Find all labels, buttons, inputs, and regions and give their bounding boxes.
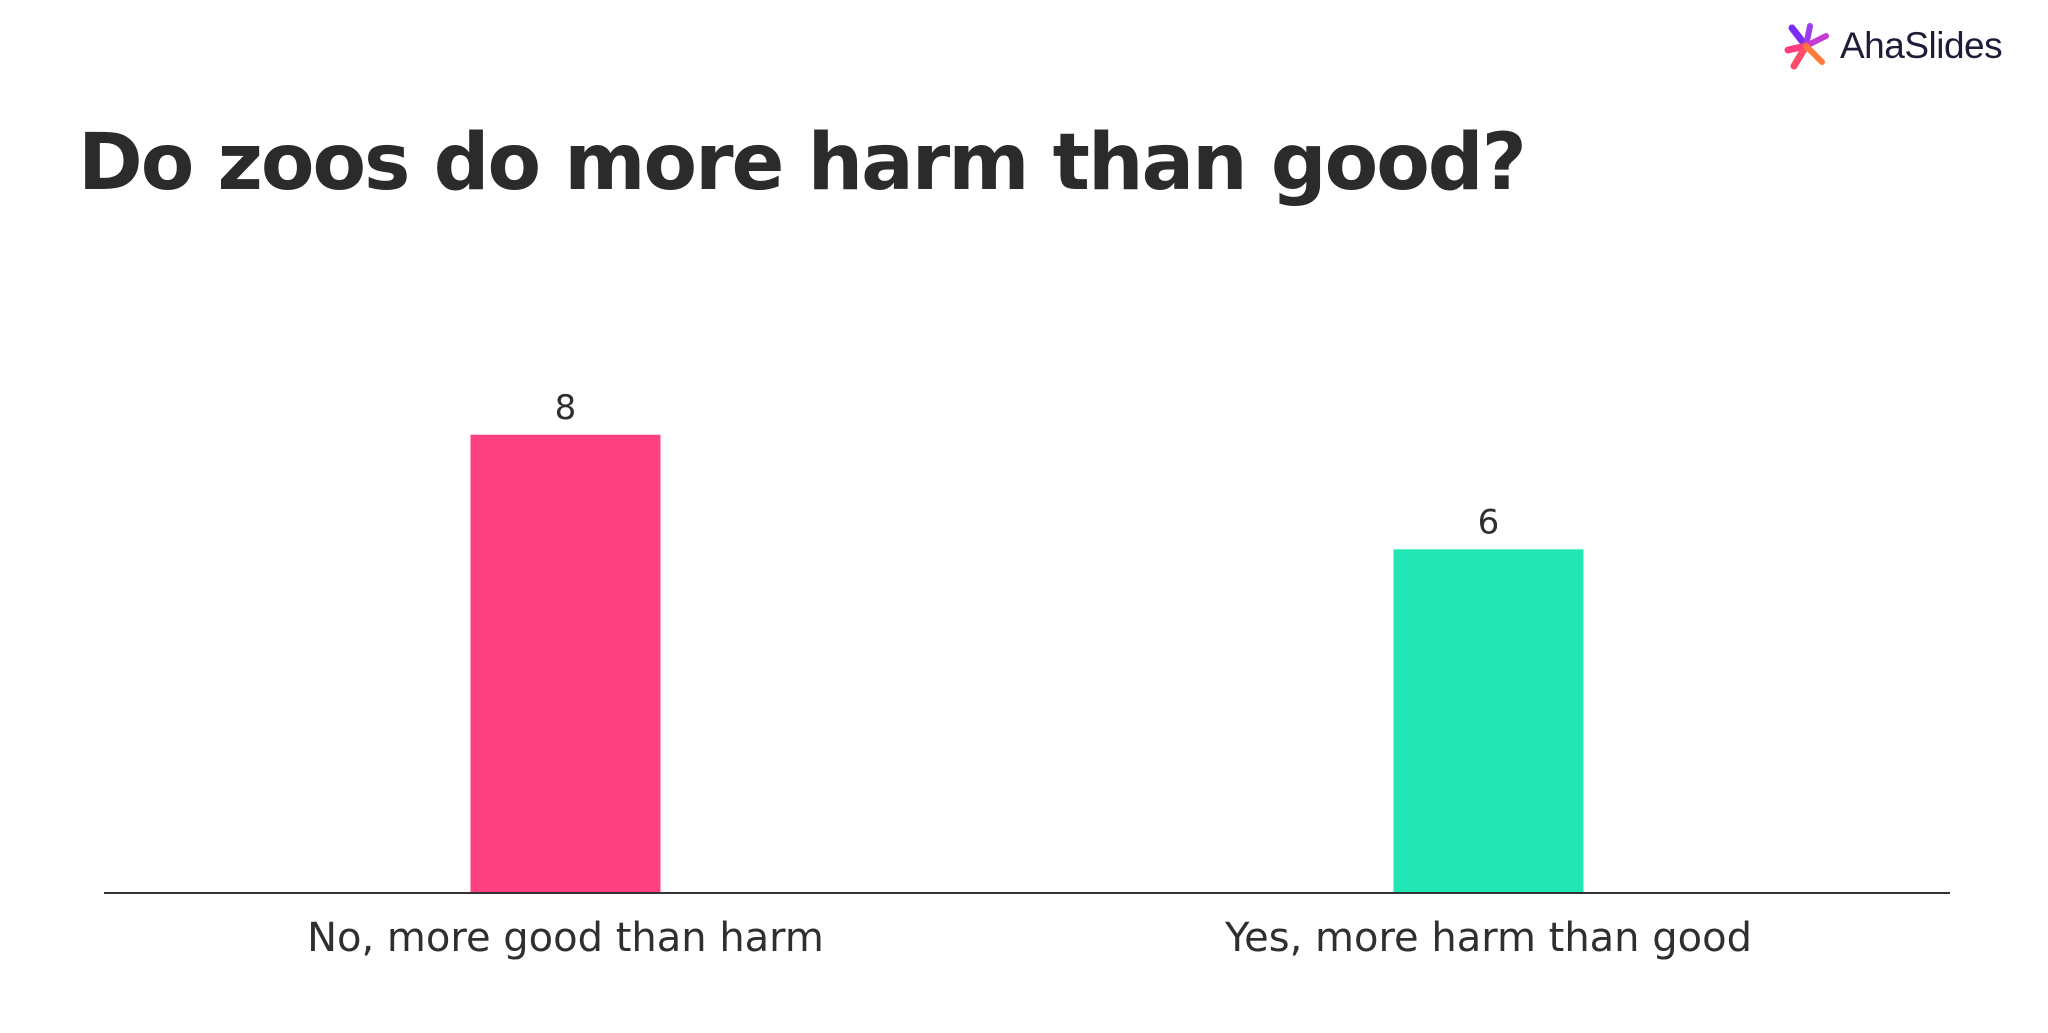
bar [1393,549,1584,893]
ahaslides-splash-icon [1784,23,1829,70]
x-tick-label: No, more good than harm [307,915,824,961]
brand-name: AhaSlides [1840,25,2003,66]
page-title: Do zoos do more harm than good? [78,118,1527,208]
x-tick-label: Yes, more harm than good [1224,915,1752,961]
bar [470,434,661,893]
data-label: 8 [555,388,577,428]
ahaslides-logo: AhaSlides [1780,18,2003,74]
data-label: 6 [1478,502,1500,542]
